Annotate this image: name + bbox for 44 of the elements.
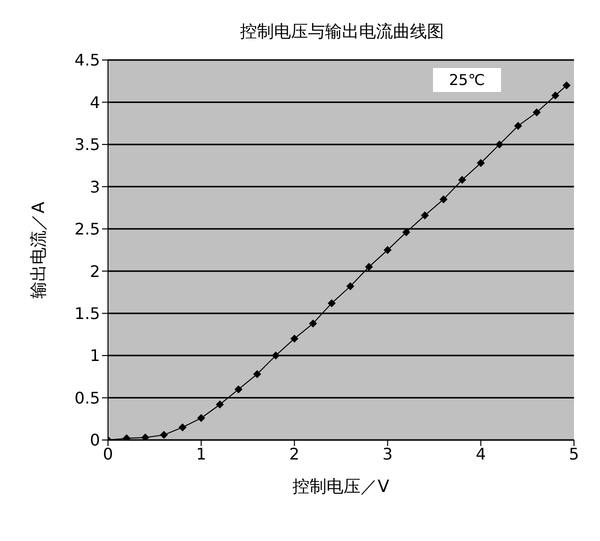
y-tick-label: 4 (90, 92, 100, 112)
x-tick-label: 5 (568, 444, 580, 464)
point (532, 108, 541, 116)
x-tick-label: 2 (289, 444, 300, 464)
y-tick-label: 1.5 (74, 304, 100, 324)
point (216, 400, 224, 409)
point (253, 370, 262, 378)
point (197, 414, 206, 422)
point (290, 334, 298, 343)
point (514, 122, 522, 130)
point (309, 319, 318, 328)
annotation: 25℃ (433, 68, 501, 92)
point (364, 262, 373, 271)
x-tick-label: 0 (102, 444, 114, 464)
y-tick-label: 3 (90, 177, 100, 196)
x-tick-label: 1 (196, 444, 206, 464)
point (402, 228, 410, 236)
x-axis-title: 控制电压／V (292, 477, 390, 497)
y-tick-label: 2 (90, 262, 100, 281)
point (272, 352, 280, 360)
point (562, 81, 571, 90)
point (476, 159, 485, 168)
point (141, 433, 150, 440)
y-tick-label: 3.5 (74, 135, 100, 154)
y-tick-label: 4.5 (74, 50, 100, 70)
x-tick-label: 3 (382, 444, 393, 464)
point (328, 299, 336, 308)
y-tick-label: 2.5 (74, 220, 100, 239)
chart-title: 控制电压与输出电流曲线图 (240, 21, 444, 43)
point (551, 91, 560, 100)
point (178, 423, 187, 432)
point (384, 246, 392, 254)
point (495, 140, 504, 148)
y-tick-label: 1 (90, 346, 100, 366)
x-tick-label: 4 (476, 444, 486, 464)
point (234, 385, 242, 394)
point (160, 430, 168, 439)
point (346, 282, 354, 290)
point (458, 176, 466, 184)
y-tick-label: 0 (90, 430, 100, 450)
point (420, 211, 429, 220)
y-axis-title: 输出电流／A (29, 201, 50, 298)
y-tick-label: 0.5 (74, 388, 100, 408)
point (440, 195, 448, 204)
